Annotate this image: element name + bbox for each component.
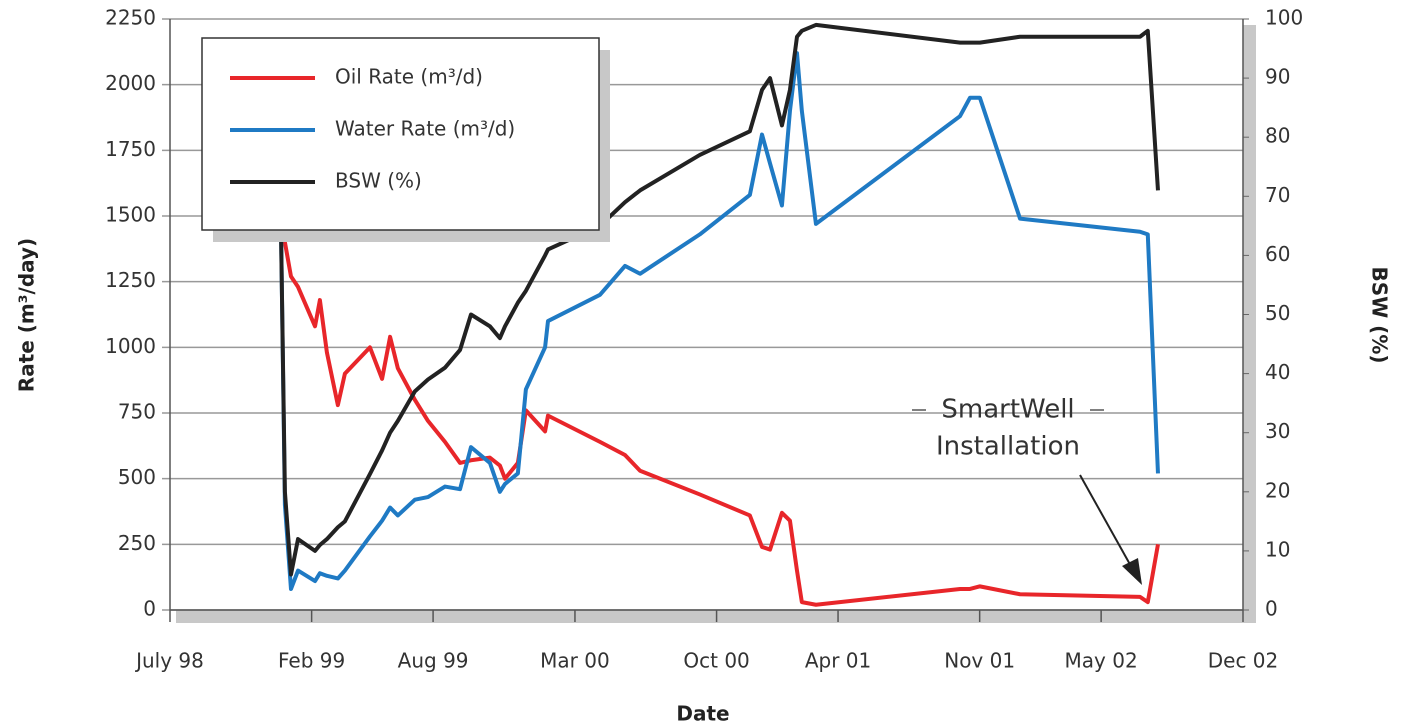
legend-label: Water Rate (m³/d)	[335, 117, 515, 141]
y2-tick-label: 60	[1265, 242, 1290, 266]
x-tick-label: Apr 01	[805, 649, 871, 673]
y2-tick-label: 80	[1265, 124, 1290, 148]
y2-tick-label: 30	[1265, 419, 1290, 443]
legend	[201, 37, 600, 231]
arrow	[1079, 474, 1133, 569]
y-tick-label: 0	[143, 597, 156, 621]
x-tick-label: Dec 02	[1208, 649, 1279, 673]
y2-tick-label: 90	[1265, 65, 1290, 89]
y2-tick-label: 40	[1265, 360, 1290, 384]
y-tick-label: 1000	[105, 334, 156, 358]
y2-tick-label: 100	[1265, 6, 1303, 30]
annotation: SmartWell	[941, 395, 1074, 425]
y-tick-label: 1500	[105, 203, 156, 227]
x-tick-label: May 02	[1065, 649, 1138, 673]
x-label: Date	[676, 702, 729, 726]
y-tick-label: 2250	[105, 6, 156, 30]
y2-tick-label: 0	[1265, 597, 1278, 621]
x-tick-label: Aug 99	[398, 649, 469, 673]
y2-tick-label: 50	[1265, 301, 1290, 325]
x-tick-label: Feb 99	[278, 649, 345, 673]
y-label: Rate (m³/day)	[15, 238, 39, 392]
y2-label: BSW (%)	[1368, 267, 1392, 364]
x-tick-label: Oct 00	[683, 649, 749, 673]
y-tick-label: 250	[118, 531, 156, 555]
series-line	[279, 51, 1160, 591]
shadow	[1243, 25, 1256, 623]
y-tick-label: 500	[118, 465, 156, 489]
y-tick-label: 1750	[105, 137, 156, 161]
x-tick-label: Nov 01	[944, 649, 1015, 673]
annotation: Installation	[936, 432, 1080, 462]
y2-tick-label: 20	[1265, 478, 1290, 502]
legend-label: BSW (%)	[335, 169, 422, 193]
arrow-head	[1122, 558, 1142, 585]
legend-label: Oil Rate (m³/d)	[335, 65, 483, 89]
y2-tick-label: 10	[1265, 537, 1290, 561]
y-tick-label: 750	[118, 400, 156, 424]
series-line	[279, 22, 1160, 577]
x-tick-label: Mar 00	[540, 649, 610, 673]
x-tick-label: July 98	[134, 649, 204, 673]
y2-tick-label: 70	[1265, 183, 1290, 207]
y-tick-label: 2000	[105, 71, 156, 95]
y-tick-label: 1250	[105, 268, 156, 292]
